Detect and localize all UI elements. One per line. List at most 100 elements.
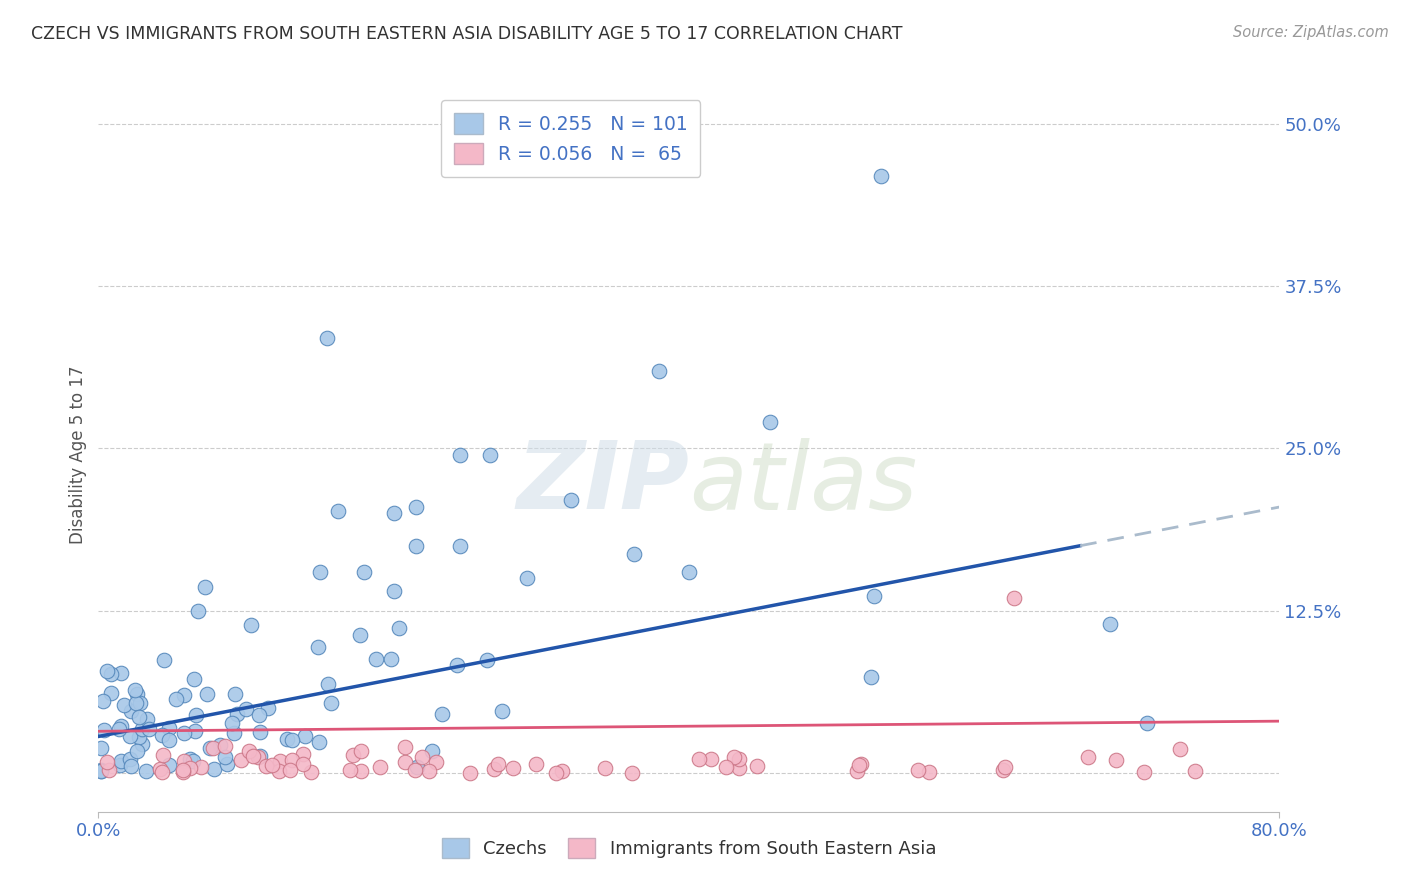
Point bbox=[316, 331, 339, 345]
Point bbox=[759, 416, 782, 430]
Point bbox=[299, 764, 322, 779]
Point bbox=[339, 763, 361, 777]
Text: CZECH VS IMMIGRANTS FROM SOUTH EASTERN ASIA DISABILITY AGE 5 TO 17 CORRELATION C: CZECH VS IMMIGRANTS FROM SOUTH EASTERN A… bbox=[31, 25, 903, 43]
Point bbox=[172, 763, 194, 777]
Point bbox=[478, 448, 501, 462]
Point bbox=[190, 760, 212, 774]
Point bbox=[138, 722, 160, 736]
Point bbox=[157, 757, 180, 772]
Point bbox=[278, 763, 301, 777]
Point bbox=[319, 696, 342, 710]
Point bbox=[678, 565, 700, 579]
Point bbox=[100, 666, 122, 681]
Point bbox=[560, 493, 582, 508]
Point bbox=[342, 747, 364, 762]
Point bbox=[364, 652, 387, 666]
Point bbox=[475, 653, 498, 667]
Point bbox=[165, 692, 187, 706]
Point bbox=[648, 363, 671, 377]
Point bbox=[516, 571, 538, 585]
Point bbox=[1105, 753, 1128, 767]
Point bbox=[254, 759, 277, 773]
Point bbox=[157, 721, 180, 735]
Point bbox=[281, 753, 304, 767]
Point bbox=[727, 752, 749, 766]
Point bbox=[380, 652, 402, 666]
Point bbox=[110, 665, 132, 680]
Point bbox=[118, 729, 141, 743]
Point bbox=[449, 448, 471, 462]
Point bbox=[247, 708, 270, 723]
Point bbox=[460, 765, 482, 780]
Point bbox=[308, 735, 330, 749]
Point bbox=[110, 719, 132, 733]
Point bbox=[1098, 616, 1121, 631]
Point bbox=[214, 739, 236, 753]
Point bbox=[172, 764, 194, 779]
Point bbox=[108, 722, 131, 736]
Point bbox=[235, 702, 257, 716]
Point bbox=[93, 723, 115, 737]
Point bbox=[96, 664, 118, 678]
Point bbox=[551, 764, 574, 778]
Point bbox=[125, 687, 148, 701]
Point bbox=[994, 760, 1017, 774]
Point bbox=[98, 764, 121, 778]
Point bbox=[260, 758, 283, 772]
Point bbox=[150, 764, 173, 779]
Point bbox=[425, 755, 447, 769]
Point bbox=[249, 725, 271, 739]
Point bbox=[194, 580, 217, 594]
Point bbox=[200, 740, 222, 755]
Point bbox=[269, 754, 291, 768]
Point bbox=[114, 698, 136, 713]
Point bbox=[127, 744, 149, 758]
Point bbox=[89, 741, 111, 756]
Point bbox=[422, 744, 444, 758]
Point bbox=[118, 752, 141, 766]
Point bbox=[688, 751, 710, 765]
Point bbox=[240, 617, 263, 632]
Point bbox=[491, 704, 513, 718]
Point bbox=[184, 723, 207, 738]
Point bbox=[524, 756, 547, 771]
Point bbox=[370, 760, 392, 774]
Point bbox=[1168, 741, 1191, 756]
Point bbox=[173, 726, 195, 740]
Point bbox=[128, 731, 150, 745]
Point bbox=[136, 713, 159, 727]
Point bbox=[848, 758, 870, 772]
Point bbox=[747, 759, 769, 773]
Point bbox=[449, 539, 471, 553]
Point bbox=[173, 688, 195, 702]
Text: Source: ZipAtlas.com: Source: ZipAtlas.com bbox=[1233, 25, 1389, 40]
Point bbox=[406, 760, 429, 774]
Text: ZIP: ZIP bbox=[516, 437, 689, 530]
Point bbox=[432, 707, 454, 722]
Point bbox=[204, 762, 226, 776]
Point bbox=[394, 756, 416, 770]
Point bbox=[1002, 591, 1025, 605]
Legend: Czechs, Immigrants from South Eastern Asia: Czechs, Immigrants from South Eastern As… bbox=[433, 829, 945, 867]
Point bbox=[353, 565, 375, 579]
Point bbox=[907, 763, 929, 777]
Point bbox=[1136, 716, 1159, 731]
Point bbox=[411, 750, 433, 764]
Point bbox=[181, 754, 204, 768]
Point bbox=[131, 723, 153, 737]
Point bbox=[350, 764, 373, 778]
Point bbox=[546, 765, 568, 780]
Point bbox=[208, 739, 231, 753]
Point bbox=[124, 682, 146, 697]
Point bbox=[418, 764, 440, 778]
Point bbox=[242, 749, 264, 764]
Point bbox=[382, 506, 405, 520]
Point bbox=[723, 750, 745, 764]
Point bbox=[328, 504, 350, 518]
Point bbox=[593, 761, 616, 775]
Point bbox=[179, 761, 201, 775]
Point bbox=[870, 169, 893, 183]
Point bbox=[125, 696, 148, 710]
Point bbox=[217, 756, 239, 771]
Point bbox=[131, 737, 153, 751]
